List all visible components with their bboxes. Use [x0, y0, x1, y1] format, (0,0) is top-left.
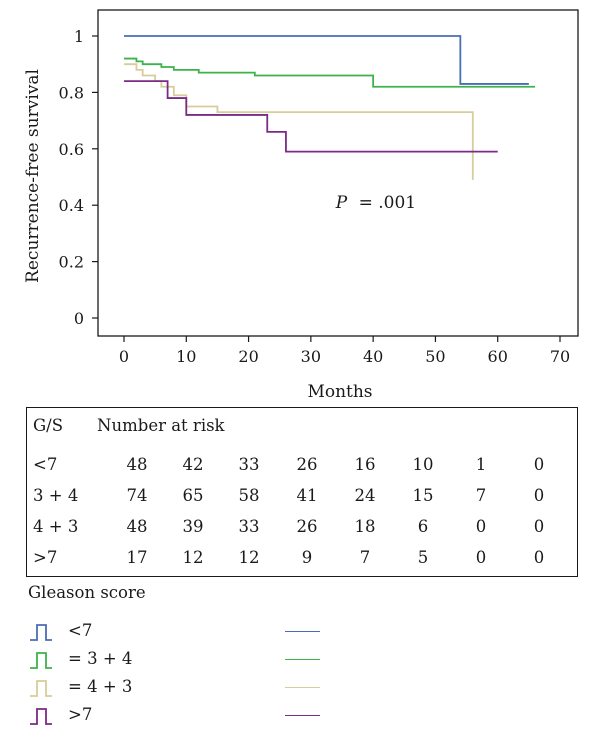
- series-line: [124, 80, 498, 153]
- risk-cell: 12: [238, 548, 260, 567]
- risk-cell: 7: [359, 548, 371, 567]
- y-axis-label: Recurrence-free survival: [23, 69, 43, 283]
- y-tick-label: 0.4: [59, 196, 84, 215]
- risk-cell: 1: [475, 455, 487, 474]
- plot-frame: [97, 9, 579, 337]
- risk-cell: 0: [533, 455, 545, 474]
- risk-cell: 0: [533, 548, 545, 567]
- y-axis: 0 0.2 0.4 0.6 0.8 1: [59, 27, 98, 328]
- risk-table-row: >7 17 12 12 9 7 5 0 0: [27, 543, 577, 573]
- risk-cell: 74: [126, 486, 148, 505]
- risk-cell: 42: [182, 455, 204, 474]
- x-tick-label: 40: [363, 347, 383, 366]
- x-tick-label: 70: [550, 347, 570, 366]
- y-tick-label: 0: [74, 309, 84, 328]
- risk-cell: 9: [301, 548, 313, 567]
- risk-cell: 7: [475, 486, 487, 505]
- risk-cell: 0: [475, 517, 487, 536]
- risk-cell: 48: [126, 455, 148, 474]
- legend-item: = 4 + 3: [28, 676, 588, 698]
- series-line: [124, 63, 474, 180]
- legend-label: = 3 + 4: [68, 649, 133, 668]
- x-tick-label: 10: [176, 347, 196, 366]
- risk-cell: 18: [354, 517, 376, 536]
- x-tick-label: 50: [425, 347, 445, 366]
- step-icon: [30, 624, 52, 641]
- legend-line-swatch: [285, 631, 320, 632]
- x-tick-label: 60: [488, 347, 508, 366]
- y-tick-label: 0.8: [59, 83, 84, 102]
- p-value-prefix: P: [335, 193, 348, 213]
- step-icon-path: [30, 652, 52, 669]
- risk-cell: 5: [417, 548, 429, 567]
- risk-cell: 12: [182, 548, 204, 567]
- legend-label: >7: [68, 705, 93, 724]
- risk-row-label: 4 + 3: [33, 517, 79, 536]
- legend-item: = 3 + 4: [28, 648, 588, 670]
- risk-cell: 0: [533, 486, 545, 505]
- risk-cell: 26: [296, 517, 318, 536]
- series-line: [124, 35, 529, 85]
- risk-row-label: <7: [33, 455, 58, 474]
- risk-table-row: 4 + 3 48 39 33 26 18 6 0 0: [27, 512, 577, 542]
- legend-line-swatch: [285, 659, 320, 660]
- legend: <7 = 3 + 4 = 4 + 3 >7: [28, 620, 588, 730]
- legend-item: >7: [28, 704, 588, 726]
- risk-cell: 58: [238, 486, 260, 505]
- x-tick-label: 0: [119, 347, 129, 366]
- step-icon: [30, 680, 52, 697]
- risk-cell: 6: [417, 517, 429, 536]
- risk-cell: 0: [475, 548, 487, 567]
- risk-cell: 0: [533, 517, 545, 536]
- y-tick-label: 0.6: [59, 140, 84, 159]
- risk-cell: 17: [126, 548, 148, 567]
- legend-label: = 4 + 3: [68, 677, 133, 696]
- risk-cell: 41: [296, 486, 318, 505]
- y-tick-label: 0.2: [59, 253, 84, 272]
- legend-line-swatch: [285, 687, 320, 688]
- risk-cell: 39: [182, 517, 204, 536]
- x-tick-label: 30: [301, 347, 321, 366]
- series-layer: [124, 35, 536, 180]
- risk-cell: 24: [354, 486, 376, 505]
- risk-cell: 15: [412, 486, 434, 505]
- risk-cell: 26: [296, 455, 318, 474]
- x-tick-label: 20: [238, 347, 258, 366]
- risk-cell: 33: [238, 455, 260, 474]
- p-value-text: = .001: [359, 193, 417, 213]
- step-icon: [30, 652, 52, 669]
- step-icon-path: [30, 680, 52, 697]
- risk-cell: 16: [354, 455, 376, 474]
- risk-cell: 48: [126, 517, 148, 536]
- risk-cell: 33: [238, 517, 260, 536]
- legend-title: Gleason score: [28, 583, 146, 602]
- x-axis: 0 10 20 30 40 50 60 70: [119, 336, 570, 366]
- risk-row-label: >7: [33, 548, 58, 567]
- step-icon-path: [30, 708, 52, 725]
- risk-row-label: 3 + 4: [33, 486, 79, 505]
- legend-label: <7: [68, 621, 93, 640]
- risk-table-row: <7 48 42 33 26 16 10 1 0: [27, 450, 577, 480]
- risk-table-title: Number at risk: [97, 416, 225, 435]
- y-tick-label: 1: [74, 27, 84, 46]
- series-line: [124, 57, 536, 88]
- legend-item: <7: [28, 620, 588, 642]
- risk-table-row: 3 + 4 74 65 58 41 24 15 7 0: [27, 481, 577, 511]
- survival-chart: 0 0.2 0.4 0.6 0.8 1 0 10 20 30 40 50 60 70 Recurrenc…: [23, 9, 579, 402]
- p-value-annotation: P = .001: [335, 193, 416, 213]
- step-icon: [30, 708, 52, 725]
- risk-table-group-header: G/S: [33, 416, 64, 435]
- risk-cell: 10: [412, 455, 434, 474]
- risk-cell: 65: [182, 486, 204, 505]
- step-icon-path: [30, 624, 52, 641]
- legend-line-swatch: [285, 715, 320, 716]
- risk-table-header: G/S Number at risk: [33, 416, 225, 435]
- x-axis-label: Months: [307, 382, 372, 402]
